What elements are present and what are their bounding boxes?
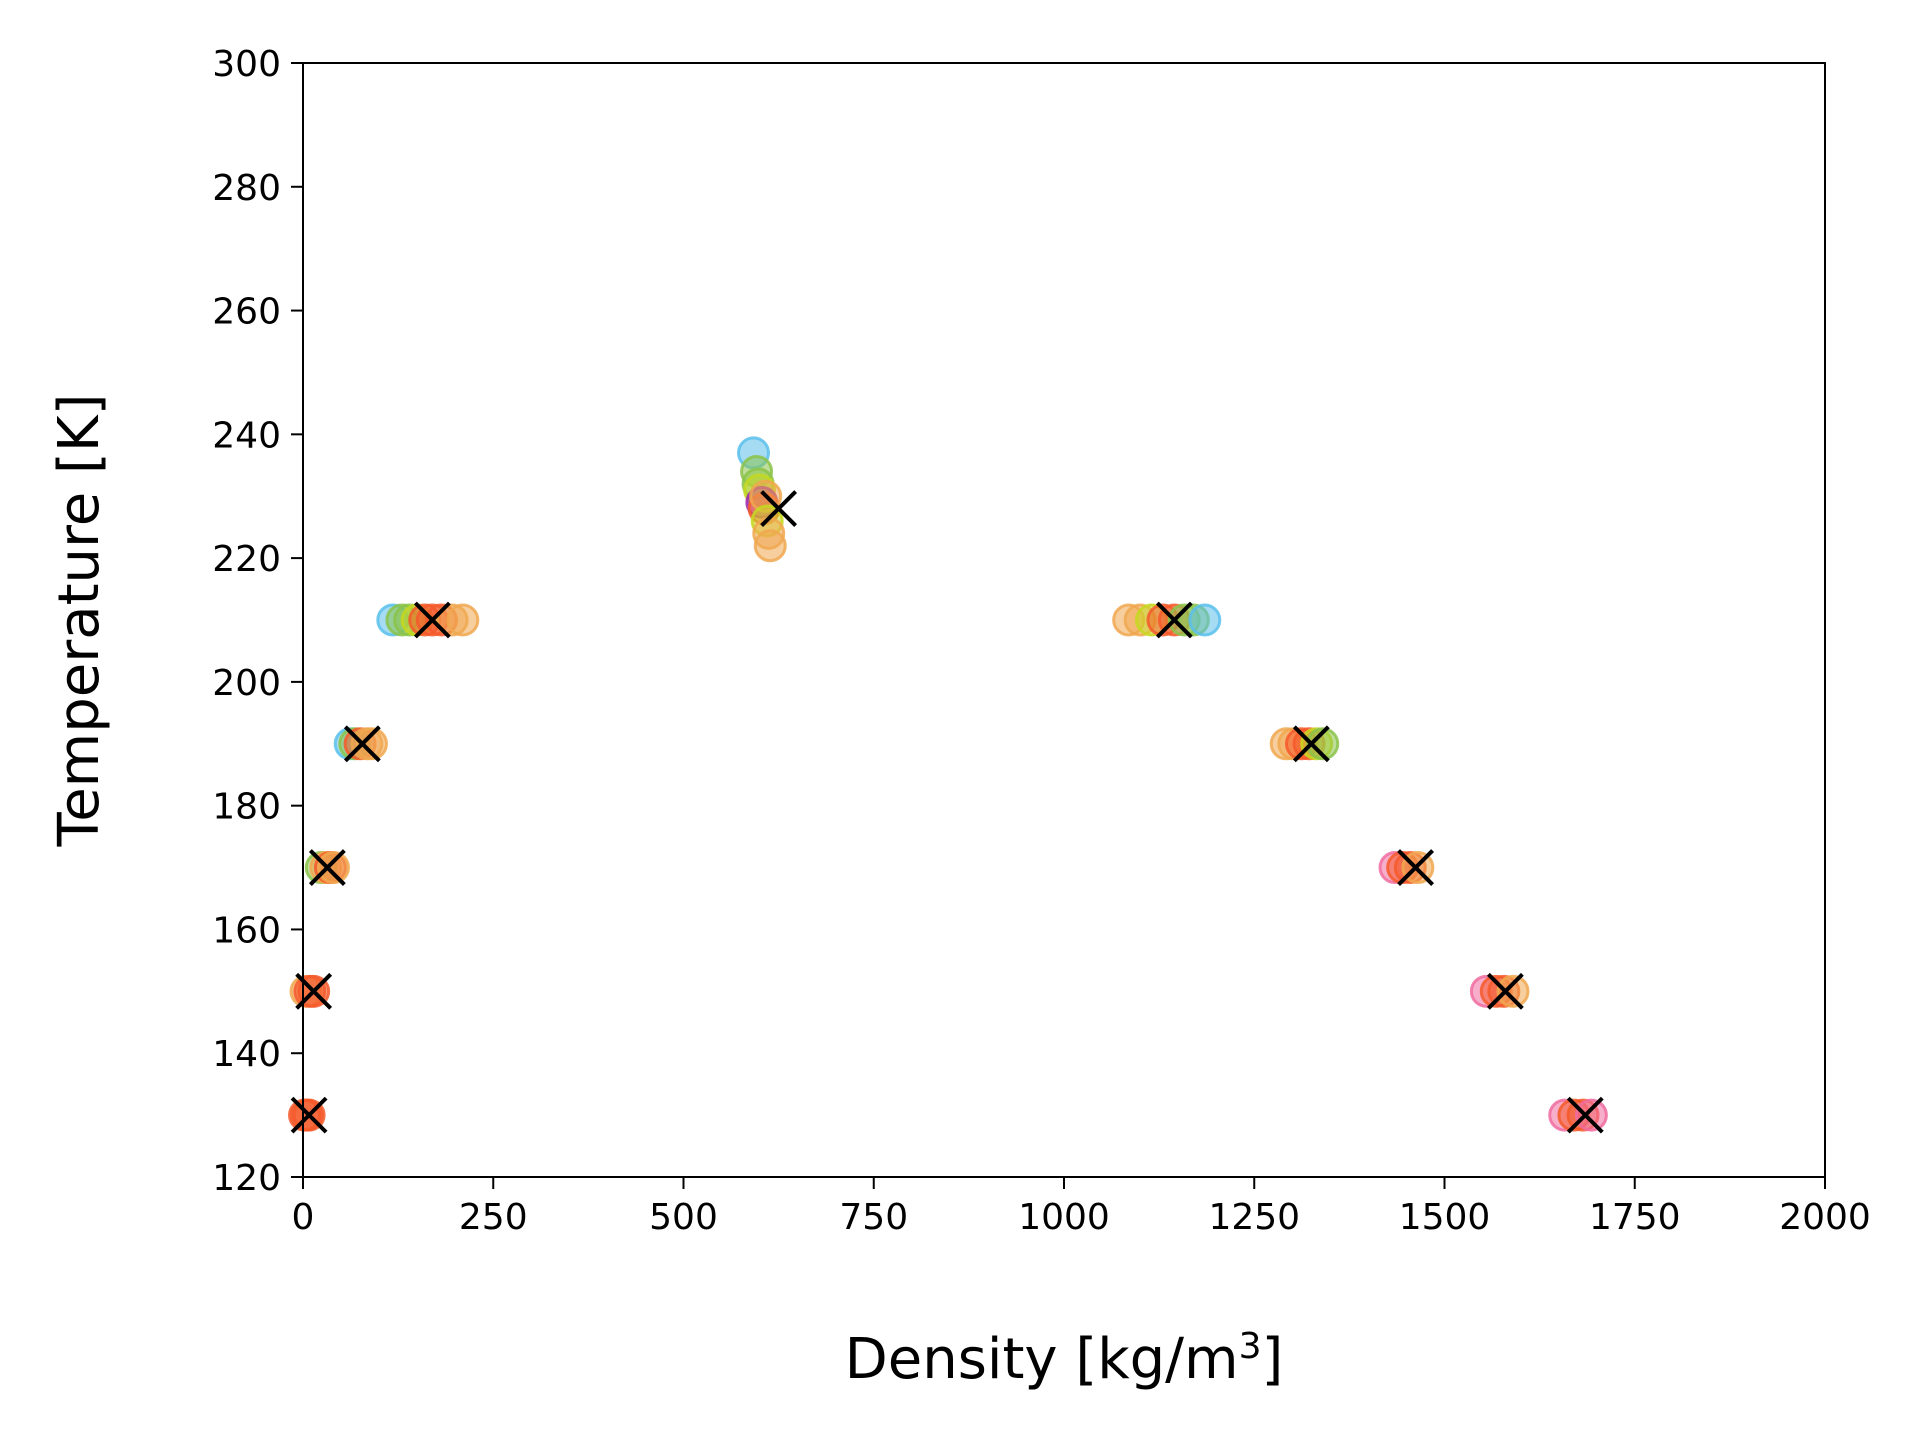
x-tick-label: 250 bbox=[459, 1197, 528, 1238]
reference-x-marker bbox=[1486, 972, 1524, 1010]
y-tick-label: 280 bbox=[212, 168, 281, 209]
data-point bbox=[1574, 1098, 1608, 1132]
y-tick-label: 220 bbox=[212, 539, 281, 580]
x-tick-label: 500 bbox=[649, 1197, 718, 1238]
data-point bbox=[354, 727, 388, 761]
data-point bbox=[1188, 603, 1222, 637]
y-tick-label: 300 bbox=[212, 44, 281, 85]
x-axis-ticks: 0 250 500 750 1000 1250 1500 1750 2000 bbox=[292, 1177, 1871, 1238]
data-point bbox=[1306, 727, 1340, 761]
reference-x-marker bbox=[1397, 849, 1434, 886]
x-tick-label: 2000 bbox=[1779, 1197, 1871, 1238]
x-tick-label: 1500 bbox=[1399, 1197, 1491, 1238]
x-tick-label: 1000 bbox=[1018, 1197, 1110, 1238]
x-tick-label: 0 bbox=[292, 1197, 315, 1238]
reference-x-marker bbox=[1292, 725, 1330, 763]
y-tick-label: 200 bbox=[212, 663, 281, 704]
y-tick-label: 260 bbox=[212, 292, 281, 333]
y-tick-label: 140 bbox=[212, 1034, 281, 1075]
reference-x-marker bbox=[1155, 601, 1193, 639]
reference-x-marker bbox=[343, 725, 381, 763]
data-point bbox=[316, 851, 350, 885]
x-axis-label: Density [kg/m3] bbox=[845, 1326, 1284, 1392]
reference-x-marker bbox=[290, 1096, 328, 1134]
data-point bbox=[1496, 974, 1530, 1008]
y-axis-ticks: 120 140 160 180 200 220 240 260 280 300 bbox=[212, 44, 303, 1199]
reference-x-marker bbox=[413, 601, 451, 639]
data-point bbox=[753, 529, 787, 563]
y-tick-label: 180 bbox=[212, 787, 281, 828]
data-point bbox=[446, 603, 480, 637]
reference-x-marker bbox=[308, 849, 346, 886]
x-tick-label: 1750 bbox=[1589, 1197, 1681, 1238]
y-tick-label: 120 bbox=[212, 1158, 281, 1199]
y-tick-label: 160 bbox=[212, 910, 281, 951]
y-axis-label: Temperature [K] bbox=[47, 394, 112, 848]
y-tick-label: 240 bbox=[212, 415, 281, 456]
x-tick-label: 1250 bbox=[1208, 1197, 1300, 1238]
reference-x-marker bbox=[1566, 1096, 1604, 1134]
x-tick-label: 750 bbox=[839, 1197, 908, 1238]
plot-area bbox=[303, 63, 1825, 1177]
reference-x-marker bbox=[760, 490, 798, 528]
